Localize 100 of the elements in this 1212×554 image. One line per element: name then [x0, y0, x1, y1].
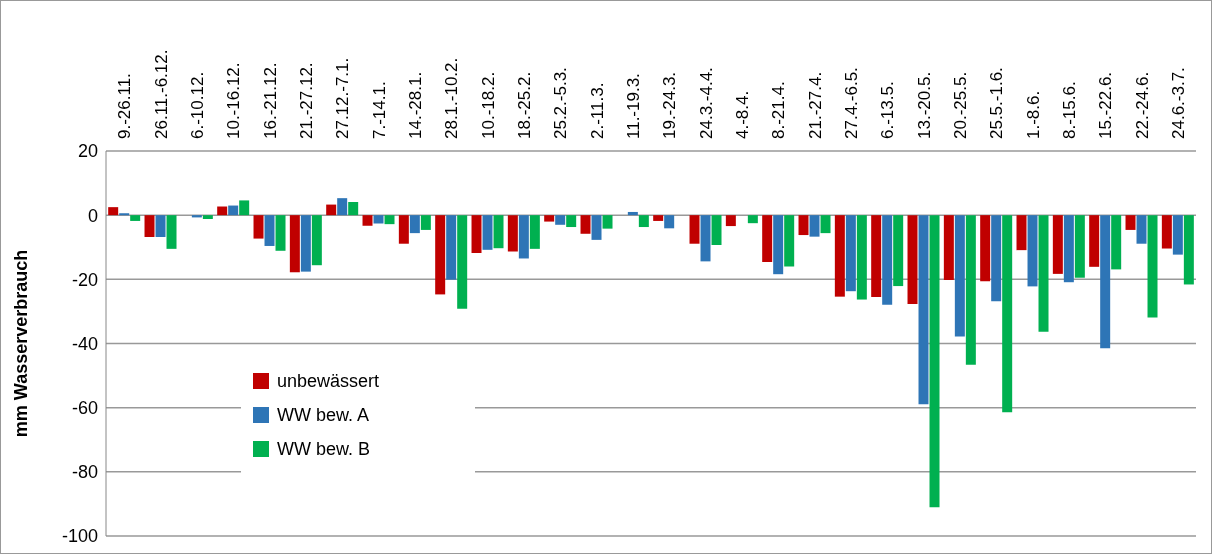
- x-tick-label: 18.-25.2.: [514, 71, 534, 139]
- x-tick-label: 13.-20.5.: [914, 71, 934, 139]
- bar: [348, 202, 359, 216]
- x-tick-label: 28.1.-10.2.: [442, 57, 462, 139]
- bar: [834, 215, 845, 297]
- x-tick-label: 27.12.-7.1.: [333, 57, 353, 139]
- bar: [809, 215, 820, 237]
- bar: [1183, 215, 1194, 285]
- bar: [1016, 215, 1027, 251]
- x-tick-label: 21.-27.12.: [296, 62, 316, 139]
- bar: [398, 215, 409, 244]
- bar: [435, 215, 446, 295]
- legend-label: unbewässert: [277, 370, 380, 393]
- bar: [529, 215, 540, 249]
- bar: [566, 215, 577, 228]
- bar: [929, 215, 940, 508]
- bar: [1125, 215, 1136, 230]
- bar: [1052, 215, 1063, 274]
- y-tick-label: -100: [61, 526, 98, 547]
- y-tick-label: -80: [71, 462, 98, 483]
- bar: [820, 215, 831, 234]
- x-tick-label: 6.-13.5.: [878, 81, 898, 139]
- bar: [155, 215, 166, 237]
- bar: [362, 215, 373, 226]
- bar: [507, 215, 518, 252]
- bar: [1161, 215, 1172, 249]
- y-tick-label: -60: [71, 398, 98, 419]
- bar: [954, 215, 965, 337]
- bar: [689, 215, 700, 244]
- bar: [264, 215, 275, 246]
- bar: [965, 215, 976, 365]
- bar: [228, 205, 239, 216]
- bar: [882, 215, 893, 305]
- bar: [108, 207, 119, 216]
- bar: [446, 215, 457, 280]
- x-tick-label: 26.11.-6.12.: [151, 49, 171, 139]
- x-tick-label: 27.4.-6.5.: [841, 67, 861, 139]
- x-tick-label: 25.5.-1.6.: [987, 67, 1007, 139]
- bar: [602, 215, 613, 229]
- x-tick-label: 15.-22.6.: [1096, 71, 1116, 139]
- bar: [580, 215, 591, 234]
- bar: [1111, 215, 1122, 270]
- x-tick-label: 20.-25.5.: [950, 71, 970, 139]
- bar: [773, 215, 784, 275]
- bar: [1100, 215, 1111, 349]
- bar: [991, 215, 1002, 302]
- bar: [130, 215, 141, 221]
- bar: [893, 215, 904, 287]
- bar: [1027, 215, 1038, 287]
- bar: [638, 215, 649, 228]
- bar: [482, 215, 493, 250]
- bar: [784, 215, 795, 267]
- bar: [907, 215, 918, 305]
- bar: [409, 215, 420, 234]
- x-tick-label: 16.-21.12.: [260, 62, 280, 139]
- bar: [856, 215, 867, 300]
- bar: [725, 215, 736, 227]
- bar: [1147, 215, 1158, 318]
- bar: [144, 215, 155, 237]
- bar: [300, 215, 311, 272]
- bar: [544, 215, 555, 222]
- y-axis-title: mm Wasserverbrauch: [11, 249, 32, 438]
- bar: [337, 198, 348, 216]
- x-tick-label: 24.6.-3.7.: [1168, 67, 1188, 139]
- bar: [217, 206, 228, 216]
- x-tick-label: 4.-8.4.: [732, 90, 752, 139]
- bar: [1074, 215, 1085, 278]
- bar: [373, 215, 384, 224]
- bar: [798, 215, 809, 236]
- bar: [253, 215, 264, 239]
- x-tick-label: 25.2.-5.3.: [551, 67, 571, 139]
- bar: [493, 215, 504, 249]
- bar: [1089, 215, 1100, 267]
- x-tick-label: 11.-19.3.: [623, 73, 643, 139]
- x-tick-label: 10.-16.12.: [224, 62, 244, 139]
- y-tick-label: 0: [87, 205, 98, 226]
- bar: [1172, 215, 1183, 255]
- x-tick-label: 14.-28.1.: [405, 71, 425, 139]
- bar: [700, 215, 711, 262]
- y-tick-label: -40: [71, 333, 98, 354]
- x-tick-label: 24.3.-4.4.: [696, 67, 716, 139]
- bar: [518, 215, 529, 259]
- x-tick-label: 1.-8.6.: [1023, 90, 1043, 139]
- x-tick-label: 21.-27.4.: [805, 71, 825, 139]
- bar: [311, 215, 322, 266]
- x-tick-label: 6.-10.12.: [187, 71, 207, 139]
- bar: [471, 215, 482, 254]
- bar: [627, 211, 638, 216]
- bar: [747, 215, 758, 224]
- bar: [420, 215, 431, 230]
- bar: [1038, 215, 1049, 332]
- y-tick-label: 20: [77, 141, 98, 162]
- bar: [384, 215, 395, 225]
- x-tick-label: 19.-24.3.: [660, 71, 680, 139]
- x-tick-label: 2.-11.3.: [587, 82, 607, 139]
- bar: [653, 215, 664, 221]
- bar: [191, 215, 202, 218]
- x-tick-label: 8.-21.4.: [769, 81, 789, 139]
- bar: [845, 215, 856, 292]
- bar: [591, 215, 602, 240]
